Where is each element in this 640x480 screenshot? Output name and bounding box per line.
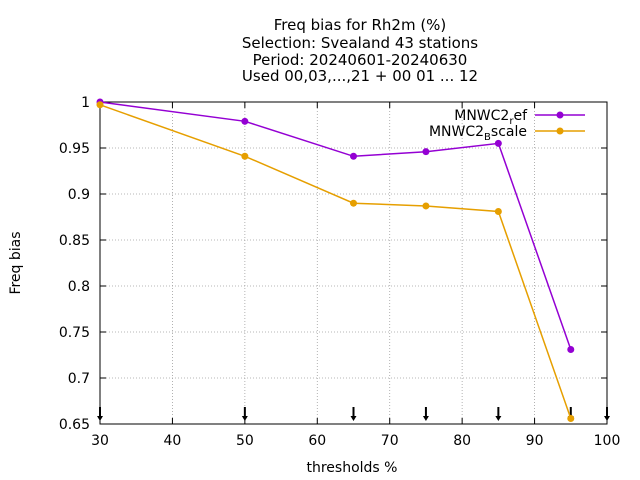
data-point [494,139,502,147]
title-line-1: Freq bias for Rh2m (%) [274,16,447,34]
legend-marker [556,127,564,135]
y-tick-label: 0.8 [68,279,90,295]
data-point [96,101,104,109]
plot-frame [99,101,608,425]
y-tick-label: 0.65 [59,417,90,433]
threshold-arrow-head [495,416,502,421]
legend-item-2: MNWC2Bscale [429,124,585,143]
title-line-4: Used 00,03,...,21 + 00 01 ... 12 [242,67,478,85]
x-tick-label: 60 [308,433,326,449]
threshold-arrow-head [241,416,248,421]
data-point [567,414,575,422]
data-point [241,117,249,125]
threshold-arrow-head [97,416,103,421]
series-group [96,98,575,422]
y-tick-label: 0.9 [68,187,90,203]
legend-marker [556,111,564,119]
chart-title: Freq bias for Rh2m (%) Selection: Sveala… [242,16,478,85]
x-tick-label: 40 [164,433,182,449]
y-tick-label: 0.7 [68,371,90,387]
title-line-2: Selection: Svealand 43 stations [242,34,478,52]
data-point [567,345,575,353]
x-tick-label: 50 [236,433,254,449]
series-2 [96,101,575,422]
series-line [99,101,572,350]
x-axis: 30 40 50 60 70 80 90 100 [91,102,620,449]
data-point [350,199,357,207]
y-axis: 0.65 0.7 0.75 0.8 0.85 0.9 0.95 1 [59,95,607,433]
plot-border [99,101,608,425]
y-tick-label: 0.75 [59,325,90,341]
data-point [241,152,249,160]
title-line-3: Period: 20240601-20240630 [253,51,468,69]
x-tick-label: 80 [453,433,471,449]
legend-label: MNWC2ref [454,108,528,127]
y-axis-label: Freq bias [8,231,24,294]
threshold-arrow-head [350,416,357,421]
legend-item-1: MNWC2ref [454,108,585,127]
threshold-arrow-head [604,416,610,421]
y-tick-label: 0.95 [59,141,90,157]
y-tick-label: 0.85 [59,233,90,249]
legend-label: MNWC2Bscale [429,124,527,143]
threshold-arrow-head [422,416,429,421]
x-tick-label: 90 [526,433,544,449]
x-tick-label: 100 [594,433,621,449]
y-tick-label: 1 [81,95,90,111]
x-axis-label: thresholds % [307,460,398,476]
grid [100,102,607,424]
data-point [422,148,430,156]
data-point [422,202,430,210]
threshold-markers [97,407,610,421]
x-tick-label: 30 [91,433,109,449]
series-1 [96,98,575,353]
data-point [494,207,502,215]
data-point [350,152,357,160]
series-line [99,104,572,419]
x-tick-label: 70 [381,433,399,449]
